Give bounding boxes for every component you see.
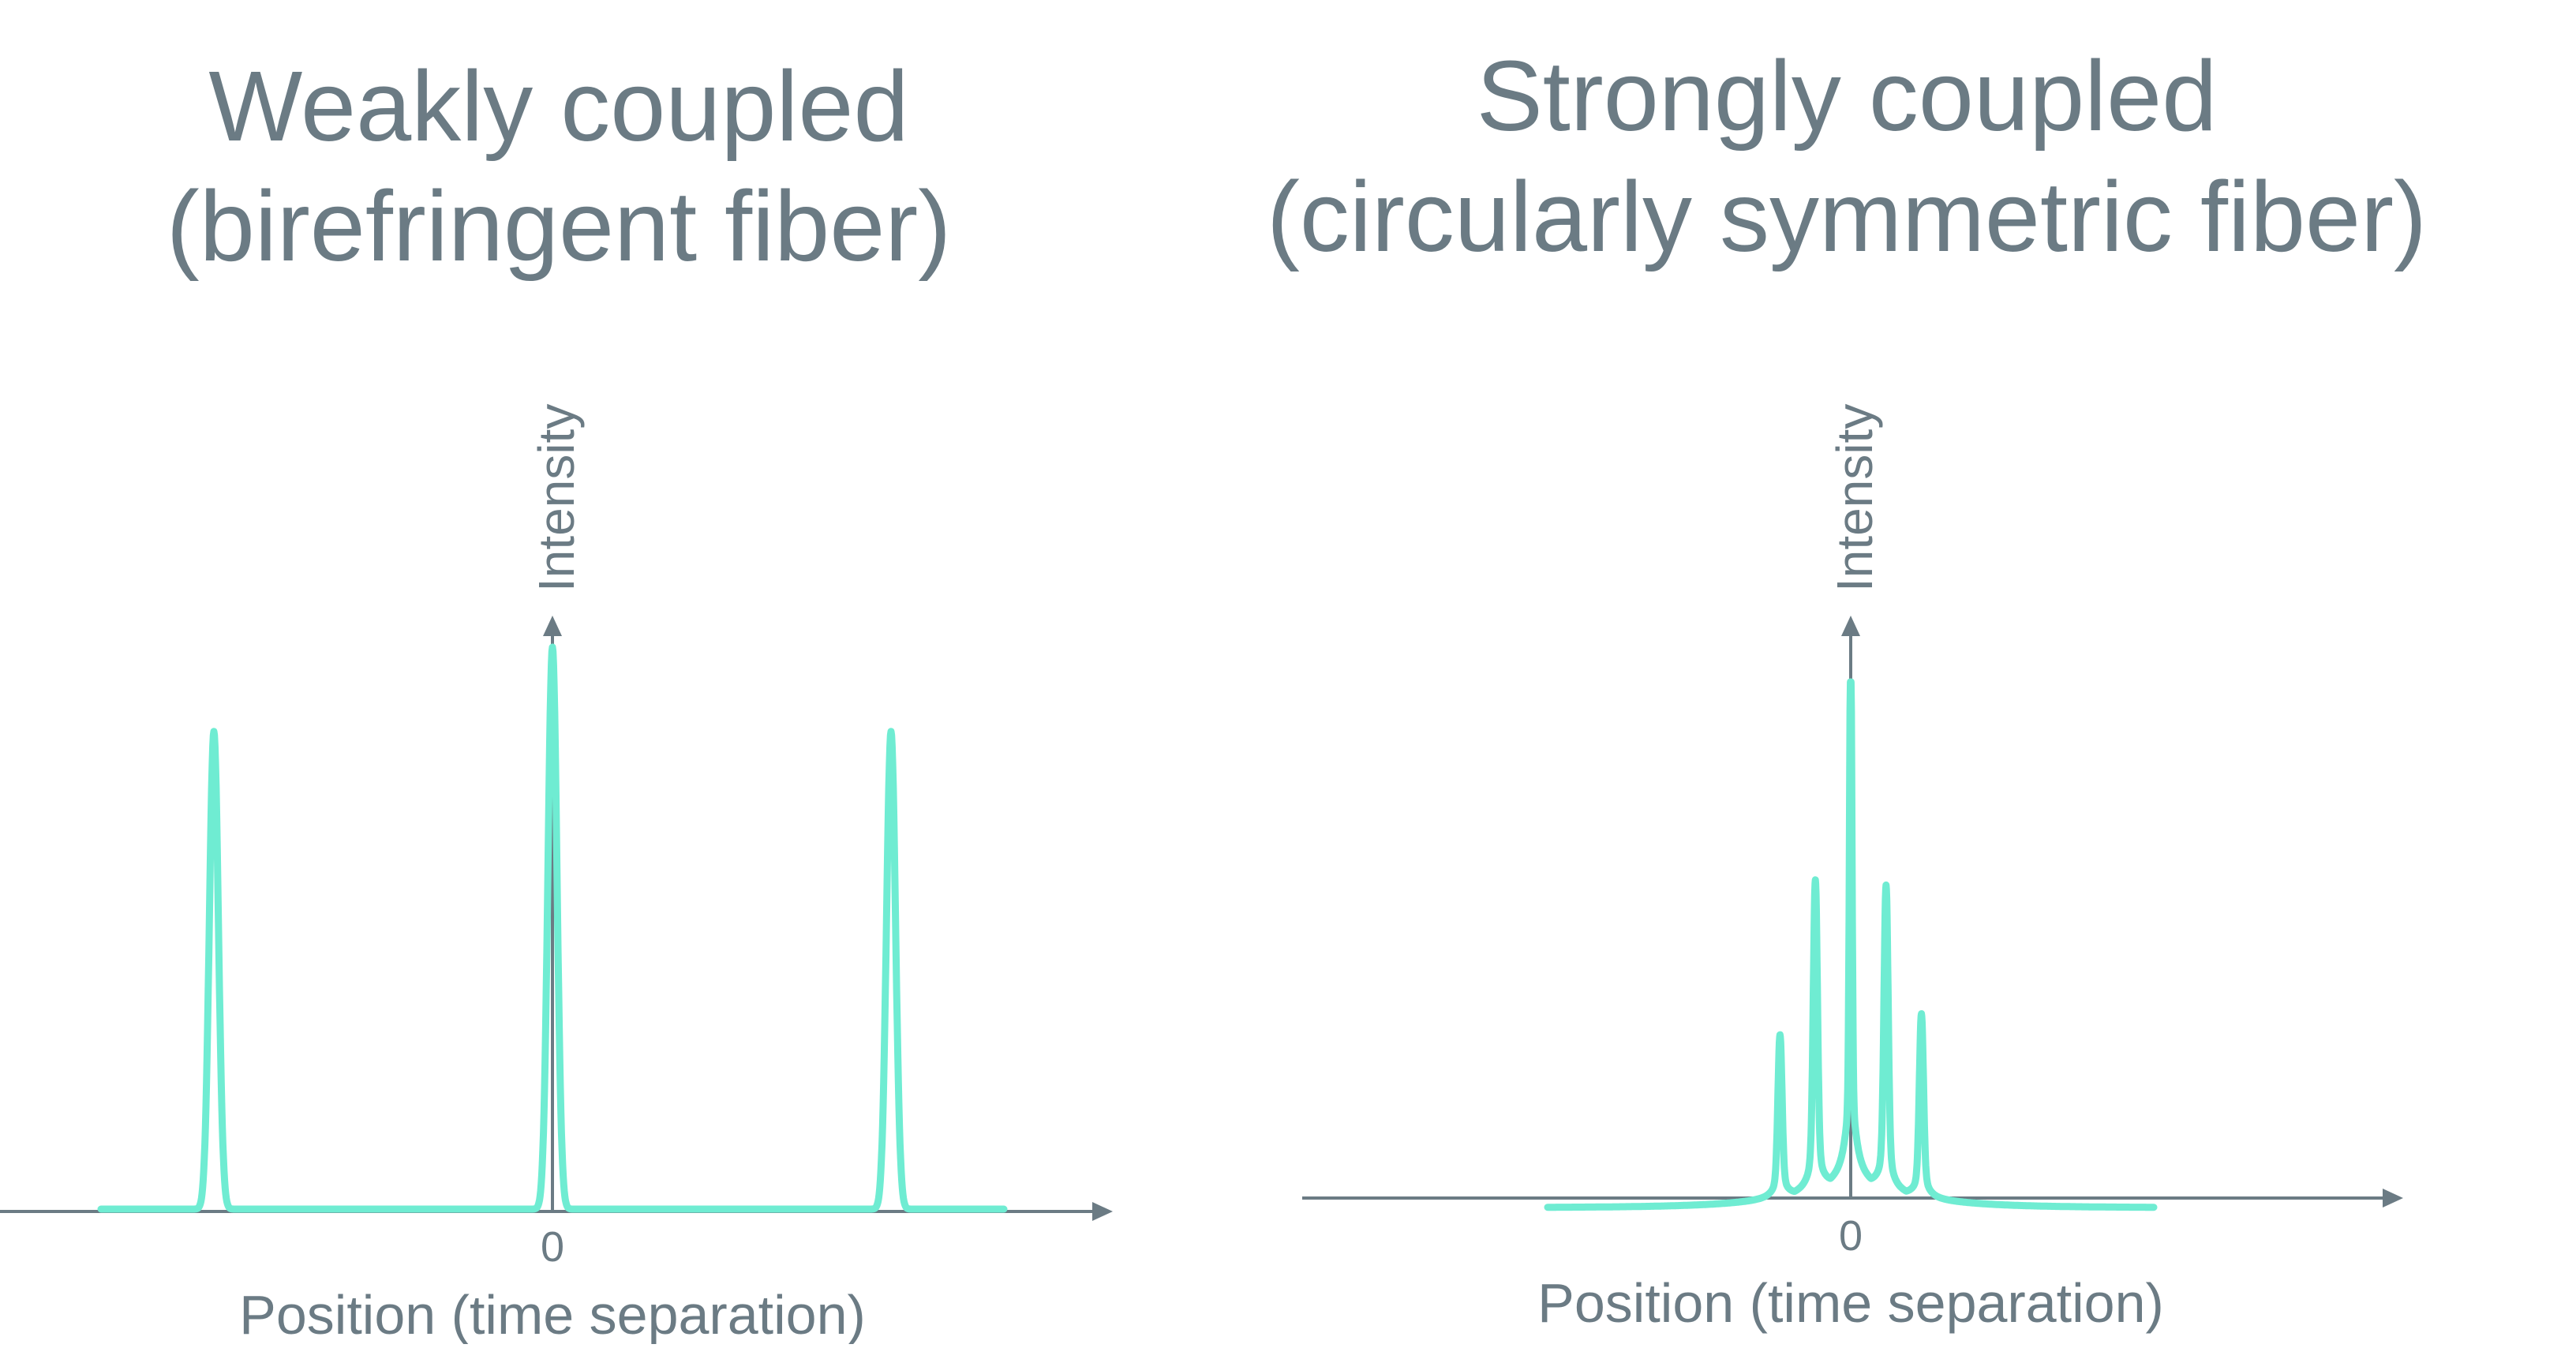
chart-strongly-coupled: Strongly coupled (circularly symmetric f… bbox=[1267, 40, 2427, 1334]
chart-title: Weakly coupled bbox=[208, 51, 908, 162]
series-line-strongly-coupled bbox=[1544, 678, 2158, 1211]
x-tick-label-zero: 0 bbox=[1839, 1212, 1863, 1260]
chart-subtitle: (circularly symmetric fiber) bbox=[1267, 161, 2427, 272]
y-axis-label: Intensity bbox=[528, 404, 585, 592]
x-tick-label-zero: 0 bbox=[541, 1223, 564, 1271]
chart-title: Strongly coupled bbox=[1477, 40, 2218, 152]
x-axis-arrowhead bbox=[2383, 1189, 2403, 1208]
y-axis-arrowhead bbox=[543, 616, 562, 636]
chart-weakly-coupled: Weakly coupled (birefringent fiber) Inte… bbox=[0, 51, 1113, 1346]
x-axis-label: Position (time separation) bbox=[239, 1284, 866, 1344]
y-axis-label: Intensity bbox=[1826, 404, 1883, 592]
series-line-weakly-coupled bbox=[97, 643, 1008, 1213]
x-axis-arrowhead bbox=[1092, 1202, 1113, 1221]
y-axis-arrowhead bbox=[1841, 616, 1860, 636]
x-axis-label: Position (time separation) bbox=[1537, 1272, 2164, 1334]
chart-subtitle: (birefringent fiber) bbox=[167, 170, 951, 282]
